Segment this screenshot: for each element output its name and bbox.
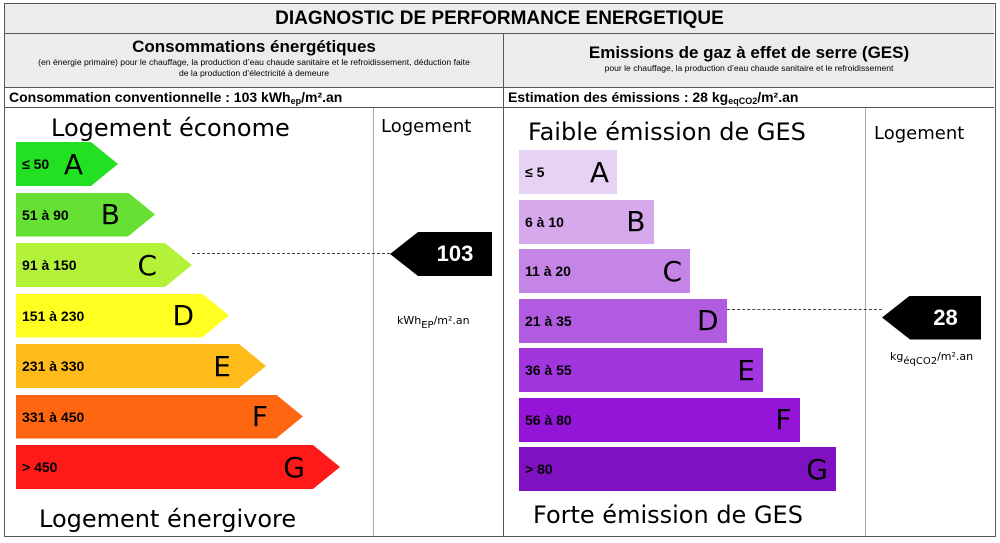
ges-class-letter: F — [775, 403, 792, 436]
consumption-prefix: Consommation conventionnelle : 103 kWh — [9, 89, 291, 105]
ges-class-range: 21 à 35 — [525, 312, 572, 329]
energy-class-letter: F — [251, 400, 268, 433]
ges-estimation-line: Estimation des émissions : 28 kgeqCO2/m²… — [504, 88, 994, 108]
energy-class-range: 151 à 230 — [22, 307, 85, 324]
energy-heading: Consommations énergétiques — [132, 37, 376, 56]
energy-consumption-line: Consommation conventionnelle : 103 kWhep… — [5, 88, 503, 108]
energy-class-bar-b: 51 à 90 B — [16, 192, 155, 237]
ges-class-letter: D — [696, 304, 719, 337]
estimation-suffix: /m².an — [757, 89, 799, 105]
ges-class-bar-f: 56 à 80 F — [519, 397, 800, 442]
ges-column-divider — [865, 108, 866, 536]
energy-column-label: Logement — [381, 116, 472, 137]
ges-class-bar-d: 21 à 35 D — [519, 298, 727, 343]
energy-class-bar-c: 91 à 150 C — [16, 243, 192, 287]
ges-panel: Emissions de gaz à effet de serre (GES) … — [504, 34, 994, 536]
energy-scale: Logement économe Logement énergivore Log… — [5, 108, 503, 536]
ges-unit-prefix: kg — [890, 350, 904, 363]
ges-heading: Emissions de gaz à effet de serre (GES) — [588, 43, 910, 62]
energy-selection-line — [192, 253, 390, 254]
ges-class-bar-e: 36 à 55 E — [519, 348, 763, 392]
energy-class-bar-e: 231 à 330 E — [16, 344, 266, 388]
ges-class-bar-b: 6 à 10 B — [519, 199, 654, 244]
energy-class-letter: C — [137, 248, 157, 282]
ges-unit-suffix: /m².an — [937, 350, 974, 363]
consumption-sub: ep — [290, 96, 302, 106]
dpe-label-frame: DIAGNOSTIC DE PERFORMANCE ENERGETIQUE Co… — [4, 3, 996, 537]
consumption-suffix: /m².an — [301, 89, 343, 105]
energy-class-letter: B — [100, 198, 120, 231]
ges-column-label: Logement — [874, 123, 965, 144]
energy-subheading: (en énergie primaire) pour le chauffage,… — [38, 57, 470, 78]
energy-class-range: > 450 — [22, 459, 58, 475]
ges-class-range: 11 à 20 — [525, 263, 571, 279]
ges-class-range: 36 à 55 — [525, 362, 572, 378]
energy-class-range: ≤ 50 — [22, 156, 50, 172]
page-title: DIAGNOSTIC DE PERFORMANCE ENERGETIQUE — [5, 4, 994, 34]
energy-class-range: 331 à 450 — [22, 408, 85, 425]
ges-class-bar-a: ≤ 5 A — [519, 150, 617, 194]
ges-class-letter: E — [737, 353, 755, 387]
energy-class-letter: D — [172, 299, 194, 332]
energy-class-letter: A — [63, 147, 83, 181]
ges-class-range: ≤ 5 — [525, 164, 545, 180]
energy-header: Consommations énergétiques (en énergie p… — [5, 34, 503, 88]
energy-value-marker: 103 — [390, 232, 492, 276]
ges-class-bar-c: 11 à 20 C — [519, 249, 690, 293]
energy-class-bar-f: 331 à 450 F — [16, 394, 303, 439]
energy-panel: Consommations énergétiques (en énergie p… — [5, 34, 504, 536]
energy-unit-sub: EP — [421, 320, 434, 331]
ges-value-marker: 28 — [882, 295, 981, 340]
ges-unit-sub: éqCO2 — [903, 356, 938, 367]
ges-scale: Faible émission de GES Forte émission de… — [504, 108, 994, 536]
energy-top-label: Logement économe — [51, 114, 290, 142]
ges-header: Emissions de gaz à effet de serre (GES) … — [504, 34, 994, 88]
energy-class-letter: E — [213, 349, 231, 383]
ges-class-range: > 80 — [525, 461, 553, 477]
energy-class-letter: G — [283, 450, 305, 484]
ges-unit: kgéqCO2/m².an — [890, 350, 974, 367]
energy-column-divider — [373, 108, 374, 536]
energy-unit-suffix: /m².an — [433, 314, 470, 327]
ges-class-range: 56 à 80 — [525, 411, 572, 428]
energy-bottom-label: Logement énergivore — [39, 505, 297, 533]
energy-class-range: 231 à 330 — [22, 358, 85, 374]
energy-class-range: 91 à 150 — [22, 257, 77, 273]
energy-unit: kWhEP/m².an — [397, 314, 470, 331]
ges-class-bar-g: > 80 G — [519, 447, 836, 491]
ges-class-letter: A — [589, 155, 609, 189]
ges-class-letter: G — [806, 452, 828, 486]
ges-bottom-label: Forte émission de GES — [533, 501, 803, 529]
estimation-prefix: Estimation des émissions : 28 kg — [508, 89, 729, 105]
ges-selection-line — [726, 308, 882, 310]
energy-class-bar-g: > 450 G — [16, 445, 340, 489]
energy-unit-prefix: kWh — [397, 314, 422, 327]
energy-class-bar-d: 151 à 230 D — [16, 293, 229, 338]
ges-subheading: pour le chauffage, la production d’eau c… — [604, 63, 894, 73]
ges-class-range: 6 à 10 — [525, 213, 564, 230]
estimation-sub: eqCO2 — [728, 96, 758, 106]
energy-class-bar-a: ≤ 50 A — [16, 142, 118, 186]
ges-class-letter: C — [662, 254, 682, 288]
ges-top-label: Faible émission de GES — [528, 118, 806, 146]
ges-class-letter: B — [626, 205, 646, 238]
energy-class-range: 51 à 90 — [22, 206, 69, 223]
